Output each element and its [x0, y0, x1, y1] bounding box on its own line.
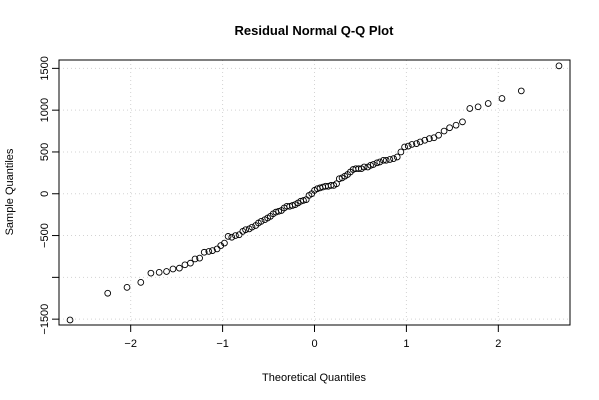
data-point [416, 138, 424, 146]
x-tick-label: 2 [495, 338, 501, 350]
y-tick-label: 0 [39, 191, 51, 197]
data-point [390, 155, 397, 162]
data-point [397, 148, 405, 156]
data-point [421, 136, 429, 144]
data-point [555, 62, 563, 70]
data-point [376, 158, 384, 166]
data-point [275, 207, 283, 215]
data-point [401, 143, 408, 151]
data-point [196, 254, 203, 262]
data-point [413, 140, 420, 147]
data-point [176, 264, 183, 272]
x-axis-label: Theoretical Quantiles [262, 372, 366, 384]
data-point [484, 100, 492, 107]
data-point [360, 163, 368, 171]
data-point [221, 239, 228, 247]
data-point [382, 156, 390, 164]
data-point [446, 124, 453, 132]
data-point [300, 197, 307, 204]
data-point [393, 153, 401, 161]
data-point [257, 217, 265, 225]
y-axis-label: Sample Quantiles [4, 148, 16, 235]
data-point [123, 284, 131, 291]
points-layer [66, 62, 563, 324]
y-tick-label: −500 [39, 223, 51, 248]
x-tick-label: 1 [403, 338, 409, 350]
data-point [466, 105, 474, 112]
data-point [289, 202, 296, 209]
data-point [163, 268, 170, 275]
data-point [386, 156, 394, 163]
y-axis: −1500 −500 0 500 1000 1500 [39, 56, 59, 335]
data-point [232, 232, 239, 239]
data-point [235, 231, 243, 239]
x-axis: −2 −1 0 1 2 [124, 325, 501, 350]
data-point [224, 233, 232, 240]
data-point [452, 121, 460, 129]
data-point [242, 226, 249, 234]
data-point [474, 103, 482, 111]
data-point [147, 269, 155, 277]
data-point [200, 248, 208, 256]
data-point [181, 261, 189, 269]
data-point [187, 259, 194, 267]
data-point [104, 289, 112, 297]
data-point [440, 127, 448, 135]
data-point [498, 95, 506, 102]
data-point [435, 131, 442, 139]
x-tick-label: 0 [311, 338, 317, 350]
y-tick-label: 1500 [39, 56, 51, 80]
chart-title: Residual Normal Q-Q Plot [235, 23, 395, 38]
data-point [169, 265, 177, 273]
data-point [517, 87, 525, 95]
data-point [380, 156, 387, 164]
y-tick-label: −1500 [39, 304, 51, 335]
data-point [426, 135, 433, 142]
data-point [459, 118, 466, 126]
y-tick-label: 500 [39, 143, 51, 161]
data-point [335, 175, 343, 183]
x-tick-label: −1 [216, 338, 229, 350]
data-point [404, 142, 412, 150]
data-point [209, 247, 216, 254]
data-point [155, 268, 163, 276]
data-point [248, 223, 256, 231]
data-point [66, 316, 74, 324]
data-point [213, 245, 221, 253]
x-tick-label: −2 [124, 338, 137, 350]
data-point [373, 159, 381, 167]
data-point [228, 233, 236, 241]
data-point [367, 161, 374, 169]
data-point [408, 141, 416, 148]
data-point [137, 279, 145, 286]
y-tick-label: 1000 [39, 98, 51, 122]
data-point [369, 161, 377, 168]
data-point [333, 180, 340, 188]
data-point [205, 248, 213, 255]
data-point [191, 255, 199, 263]
